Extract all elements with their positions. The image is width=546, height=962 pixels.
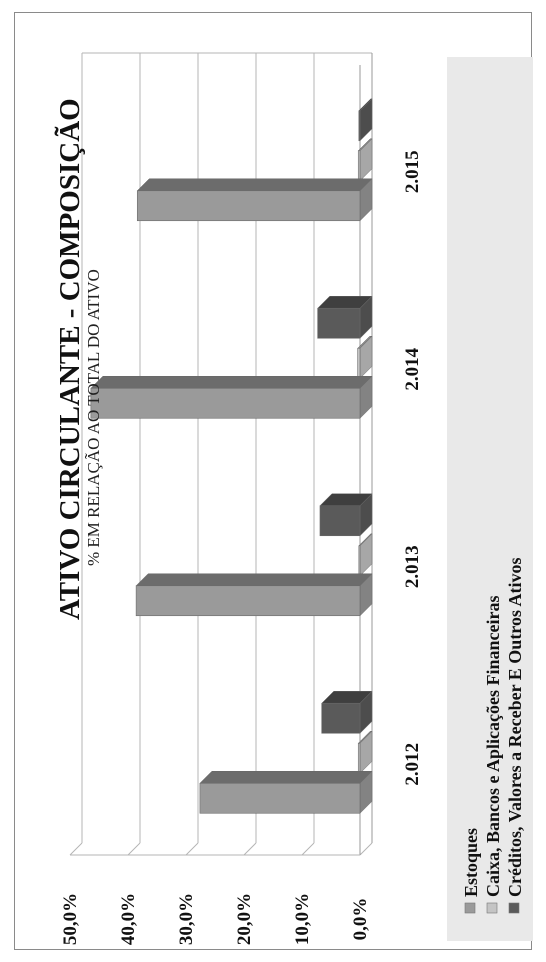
y-tick-labels: 0,0% 10,0% 20,0% 30,0% 40,0% 50,0%: [60, 893, 371, 945]
bar-top: [199, 771, 373, 784]
gridline-depth: [185, 842, 199, 856]
bar-side: [359, 138, 373, 182]
bar: [135, 585, 361, 617]
bar: [357, 347, 361, 379]
bars-layer: [90, 98, 373, 814]
legend-swatch: [464, 902, 476, 914]
category-label: 2.013: [402, 545, 423, 588]
chart-frame: 0,0% 10,0% 20,0% 30,0% 40,0% 50,0% 2.012 2.013…: [14, 12, 533, 950]
bar-top: [136, 178, 373, 191]
chart-subtitle: % EM RELAÇÃO AO TOTAL DO ATIVO: [84, 269, 103, 566]
y-tick-label: 50,0%: [60, 893, 81, 945]
bar-side: [359, 335, 373, 379]
gridline-depth: [69, 842, 83, 856]
bar-group: [358, 98, 373, 142]
bar-group: [357, 138, 373, 182]
bar-group: [90, 375, 373, 419]
bar-side: [359, 98, 373, 142]
bar: [357, 742, 361, 774]
bar-group: [319, 493, 373, 537]
bar-top: [135, 573, 373, 586]
bar-side: [359, 533, 373, 577]
category-label: 2.014: [402, 347, 423, 390]
grid-layer: [69, 53, 373, 856]
chart-title: ATIVO CIRCULANTE - COMPOSIÇÃO: [53, 98, 86, 620]
axis-layer: [70, 52, 373, 856]
bar-group: [357, 730, 373, 774]
bar-group: [317, 295, 373, 339]
bar: [90, 387, 361, 419]
bar: [136, 190, 361, 222]
legend-label: Caixa, Bancos e Aplicações Financeiras: [483, 596, 503, 897]
bar-group: [321, 690, 373, 734]
y-tick-label: 10,0%: [292, 893, 313, 945]
gridline-depth: [301, 842, 315, 856]
bar: [321, 702, 361, 734]
bar-group: [136, 178, 373, 222]
y-tick-label: 30,0%: [176, 893, 197, 945]
y-tick-label: 0,0%: [350, 898, 371, 941]
gridline-depth: [243, 842, 257, 856]
y-tick-label: 40,0%: [118, 893, 139, 945]
legend-swatch: [508, 902, 520, 914]
bar-top: [90, 376, 373, 389]
gridline-depth: [359, 842, 373, 856]
y-tick-label: 20,0%: [234, 893, 255, 945]
bar-group: [199, 770, 373, 814]
bar: [317, 307, 361, 339]
chart-canvas: 0,0% 10,0% 20,0% 30,0% 40,0% 50,0% 2.012 2.013…: [53, 52, 533, 945]
legend-label: Créditos, Valores a Receber E Outros Ati…: [505, 558, 525, 898]
legend: Estoques Caixa, Bancos e Aplicações Finan…: [447, 57, 533, 941]
bar: [358, 110, 361, 142]
gridline-depth: [127, 842, 141, 856]
bar: [199, 782, 361, 814]
legend-label: Estoques: [461, 828, 481, 897]
legend-swatch: [486, 902, 498, 914]
bar: [319, 505, 361, 537]
bar-group: [358, 533, 373, 577]
category-label: 2.015: [402, 150, 423, 193]
category-labels: 2.012 2.013 2.014 2.015: [402, 150, 423, 785]
bar-side: [359, 730, 373, 774]
bar-group: [357, 335, 373, 379]
bar: [357, 150, 361, 182]
legend-background: [447, 57, 533, 941]
bar: [358, 545, 361, 577]
chart-title-group: ATIVO CIRCULANTE - COMPOSIÇÃO % EM RELAÇ…: [53, 98, 103, 620]
bar-group: [135, 573, 373, 617]
category-label: 2.012: [402, 743, 423, 786]
